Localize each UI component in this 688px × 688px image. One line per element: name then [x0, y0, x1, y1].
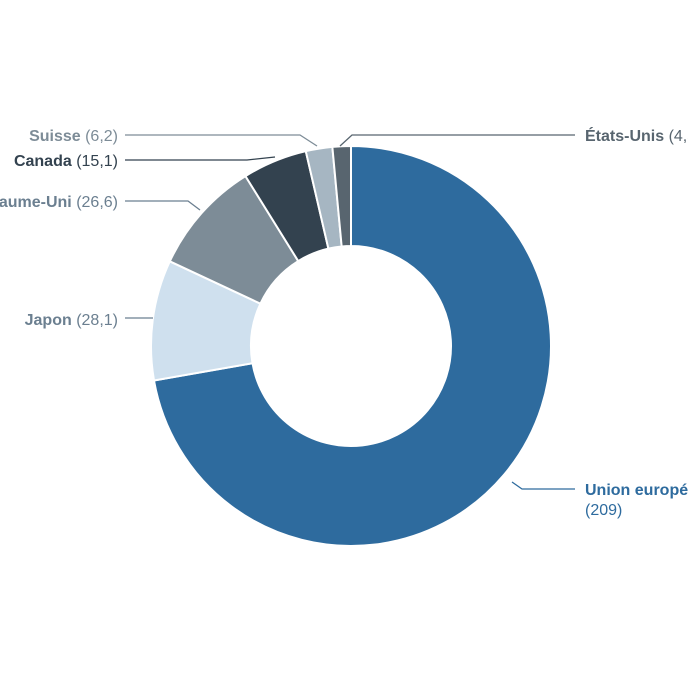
label-suisse: Suisse (6,2) — [29, 128, 118, 145]
slice-etats-unis — [331, 144, 352, 248]
label-value: (4,3) — [664, 128, 688, 145]
label-etats-unis: États-Unis (4,3) — [585, 126, 688, 145]
label-value: (28,1) — [72, 312, 118, 329]
slice-union-europeenne — [152, 144, 553, 547]
label-name: Japon — [25, 312, 72, 329]
label-name: Union européenne — [585, 482, 688, 499]
slices-group — [150, 144, 553, 547]
label-value: (6,2) — [81, 128, 118, 145]
labels-group: Union européenne (209) Japon (28,1) Royaume… — [0, 126, 688, 519]
leader-lines-group — [125, 134, 575, 490]
label-royaume-uni: Royaume-Uni (26,6) — [0, 194, 118, 211]
label-name: Canada — [14, 153, 72, 170]
leader-line-royaume-uni — [125, 200, 201, 211]
label-union-europeenne: Union européenne (209) — [585, 482, 688, 519]
label-name: Royaume-Uni — [0, 194, 72, 211]
label-value: (15,1) — [72, 153, 118, 170]
label-japon: Japon (28,1) — [25, 312, 118, 329]
leader-line-suisse — [125, 134, 318, 147]
label-name: Suisse — [29, 128, 81, 145]
label-canada: Canada (15,1) — [14, 153, 118, 170]
leader-line-union-europeenne — [511, 481, 575, 490]
label-value: (26,6) — [72, 194, 118, 211]
leader-line-canada — [125, 156, 276, 161]
label-name: États-Unis — [585, 126, 664, 145]
label-value: (209) — [585, 502, 622, 519]
leader-line-etats-unis — [339, 134, 575, 147]
